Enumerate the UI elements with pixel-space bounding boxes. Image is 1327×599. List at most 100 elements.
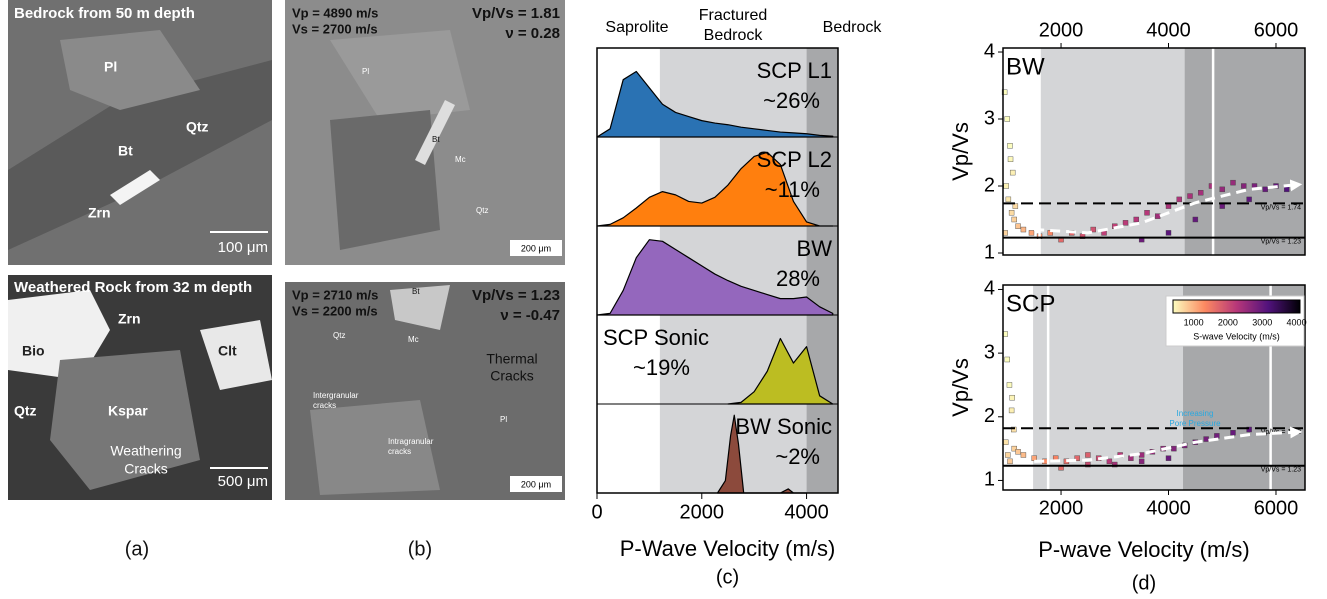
y-tick-label: 3 — [984, 341, 995, 363]
scatter-point — [1085, 452, 1091, 458]
annotation: Cracks — [124, 461, 168, 477]
scatter-point — [1004, 116, 1010, 122]
scatter-point — [1009, 394, 1015, 401]
grain — [8, 290, 110, 380]
mineral-label: Bt — [432, 135, 440, 144]
mineral-label: Pl — [104, 59, 117, 75]
scale-box — [510, 240, 562, 256]
scatter-point — [1165, 455, 1172, 461]
scatter-point — [1133, 216, 1139, 223]
scatter-point — [1008, 407, 1015, 414]
zone — [1039, 48, 1185, 255]
scatter-point — [1284, 186, 1290, 193]
caption: (c) — [716, 566, 739, 588]
scatter-point — [1171, 445, 1177, 452]
series-label: SCP L2 — [757, 147, 832, 172]
ratio: Vp/Vs = 1.23 — [472, 287, 560, 304]
scatter-point — [1187, 193, 1193, 199]
ratio: Vp/Vs = 1.81 — [472, 5, 560, 22]
annotation: Cracks — [490, 368, 534, 384]
scatter-point — [1005, 452, 1011, 458]
scale-label: 500 μm — [218, 473, 268, 490]
scatter-point — [1230, 430, 1236, 436]
zone-label: Saprolite — [605, 19, 668, 36]
scatter-point — [1008, 210, 1015, 216]
grain — [110, 170, 160, 205]
scatter-point — [1122, 220, 1129, 226]
y-axis-label: Vp/Vs — [948, 122, 973, 181]
annotation: Intergranular — [313, 391, 359, 400]
grain — [330, 30, 470, 120]
panel-label: SCP — [1006, 290, 1055, 317]
annotation: Intragranular — [388, 437, 434, 446]
scatter-point — [1106, 458, 1113, 465]
scatter-point — [1155, 213, 1161, 219]
grain — [8, 60, 272, 250]
grain — [390, 285, 450, 330]
scatter-point — [1198, 189, 1204, 196]
panel-a: Bedrock from 50 m depth Pl Qtz Bt Zrn 10… — [8, 0, 272, 560]
mineral-label: Zrn — [88, 205, 111, 221]
scatter-point — [1214, 433, 1220, 439]
zone — [1184, 48, 1305, 255]
x-tick-label: 4000 — [784, 501, 829, 523]
scatter-point — [1230, 179, 1236, 186]
mineral-label: Clt — [218, 343, 237, 359]
scatter-point — [1090, 226, 1096, 233]
trend-arrow — [1034, 426, 1303, 463]
velocity: Vs = 2700 m/s — [292, 21, 378, 36]
annotation: Increasing — [1177, 409, 1214, 418]
velocity: Vp = 4890 m/s — [292, 5, 378, 20]
scatter-point — [1020, 226, 1027, 233]
scatter-point — [1246, 426, 1252, 433]
scatter-point — [1165, 230, 1172, 236]
grain — [60, 30, 200, 110]
x-tick-label: 0 — [591, 501, 602, 523]
x-tick-label: 6000 — [1254, 497, 1299, 519]
y-tick-label: 4 — [984, 278, 995, 300]
mineral-label: Kspar — [108, 403, 148, 419]
x-axis-label: P-wave Velocity (m/s) — [1038, 537, 1250, 562]
reference-label: Vp/Vs = 1.23 — [1261, 238, 1301, 245]
panel-b: Vp = 4890 m/s Vs = 2700 m/s Vp/Vs = 1.81… — [285, 0, 565, 560]
image-title: Bedrock from 50 m depth — [14, 5, 195, 22]
scatter-point — [1007, 458, 1013, 465]
zone — [806, 48, 838, 493]
annotation: Weathering — [110, 443, 181, 459]
annotation: Pore Pressure — [1169, 419, 1221, 428]
caption: (a) — [125, 538, 149, 560]
annotation: cracks — [388, 447, 411, 456]
y-axis-label: Vp/Vs — [948, 358, 973, 417]
zone-label: Bedrock — [704, 27, 764, 44]
scatter-point — [1028, 230, 1035, 236]
scatter-point — [1246, 196, 1252, 203]
density-area — [596, 151, 834, 227]
series-share: 28% — [776, 266, 820, 291]
scatter-point — [1015, 223, 1021, 229]
scatter-point — [1009, 169, 1016, 176]
x-axis-label: P-Wave Velocity (m/s) — [620, 536, 836, 561]
colorbar-tick-label: 1000 — [1184, 317, 1204, 327]
scale-label: 100 μm — [218, 239, 268, 256]
zone-label: Fractured — [699, 7, 767, 24]
colorbar-tick-label: 2000 — [1218, 317, 1238, 327]
image-title: Weathered Rock from 32 m depth — [14, 279, 252, 296]
mineral-label: Pl — [500, 415, 507, 424]
scatter-point — [1004, 356, 1010, 363]
plot-frame — [1002, 47, 1306, 256]
scatter-point — [1020, 452, 1027, 458]
series-share: ~19% — [633, 355, 690, 380]
grain — [50, 350, 200, 490]
series-label: BW — [797, 236, 833, 261]
scale-label: 200 μm — [521, 479, 551, 489]
velocity: Vs = 2200 m/s — [292, 303, 378, 318]
grain — [200, 320, 272, 390]
scatter-point — [1112, 461, 1118, 468]
y-tick-label: 3 — [984, 107, 995, 129]
ratio: ν = 0.28 — [505, 25, 560, 42]
colorbar-label: S-wave Velocity (m/s) — [1193, 331, 1280, 341]
mineral-label: Bio — [22, 343, 45, 359]
scatter-point — [1192, 216, 1199, 223]
mineral-label: Bt — [412, 287, 420, 296]
